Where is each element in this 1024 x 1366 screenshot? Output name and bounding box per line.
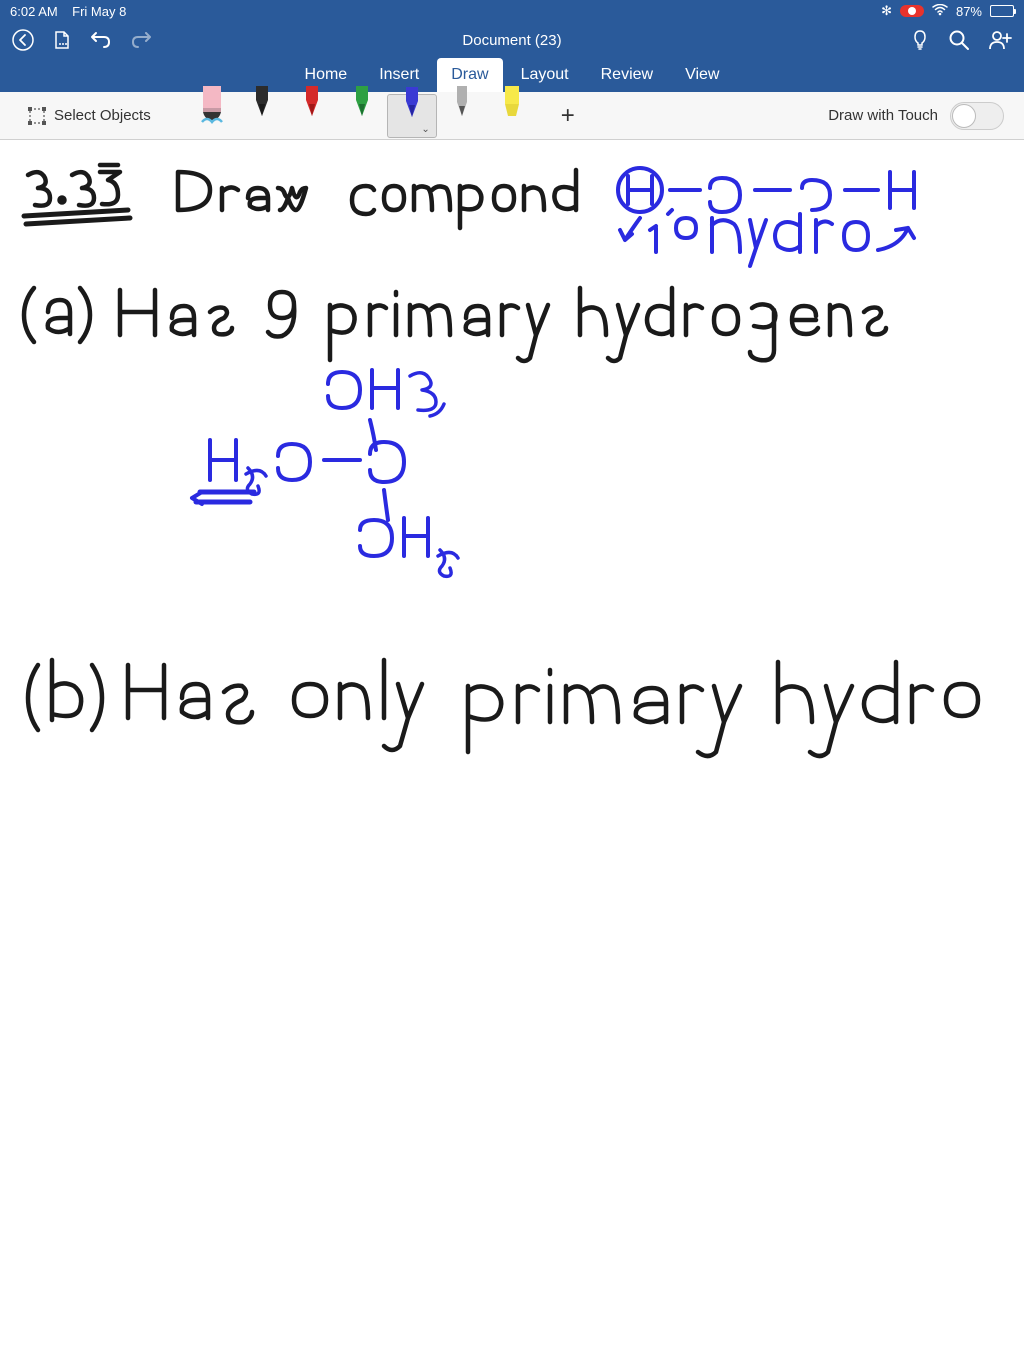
draw-with-touch-toggle[interactable]: [950, 102, 1004, 130]
pen-blue[interactable]: ⌄: [387, 94, 437, 138]
redo-button[interactable]: [130, 29, 152, 51]
pen-black[interactable]: [237, 94, 287, 138]
lightbulb-button[interactable]: [910, 29, 930, 51]
file-button[interactable]: [52, 30, 72, 50]
eraser-tool[interactable]: [187, 94, 237, 138]
select-objects-label: Select Objects: [54, 107, 151, 124]
add-pen-button[interactable]: +: [545, 102, 591, 130]
tab-review[interactable]: Review: [587, 58, 667, 92]
draw-ribbon: Select Objects ⌄ + Dra: [0, 92, 1024, 140]
status-bar: 6:02 AM Fri May 8 ✻ 87%: [0, 0, 1024, 22]
status-right: ✻ 87%: [881, 3, 1014, 19]
document-title[interactable]: Document (23): [462, 32, 561, 49]
pencil-tool[interactable]: [437, 94, 487, 138]
recording-indicator: [900, 5, 924, 17]
share-button[interactable]: [988, 29, 1012, 51]
battery-icon: [990, 5, 1014, 17]
undo-button[interactable]: [90, 29, 112, 51]
status-date: Fri May 8: [72, 4, 126, 19]
tab-view[interactable]: View: [671, 58, 733, 92]
toolbar: Document (23): [0, 22, 1024, 58]
pen-options-chevron-icon: ⌄: [421, 124, 429, 135]
search-button[interactable]: [948, 29, 970, 51]
ink-layer: [0, 140, 1024, 1366]
battery-pct: 87%: [956, 4, 982, 19]
status-time: 6:02 AM: [10, 4, 58, 19]
pen-gallery: ⌄: [187, 94, 537, 138]
back-button[interactable]: [12, 29, 34, 51]
highlighter-tool[interactable]: [487, 94, 537, 138]
status-left: 6:02 AM Fri May 8: [10, 4, 881, 19]
wifi-icon: [932, 4, 948, 19]
pen-green[interactable]: [337, 94, 387, 138]
pen-red[interactable]: [287, 94, 337, 138]
sync-icon: ✻: [881, 3, 892, 19]
select-objects-button[interactable]: Select Objects: [20, 103, 159, 129]
drawing-canvas[interactable]: [0, 140, 1024, 1366]
draw-with-touch-label: Draw with Touch: [828, 107, 938, 124]
select-icon: [28, 107, 46, 125]
